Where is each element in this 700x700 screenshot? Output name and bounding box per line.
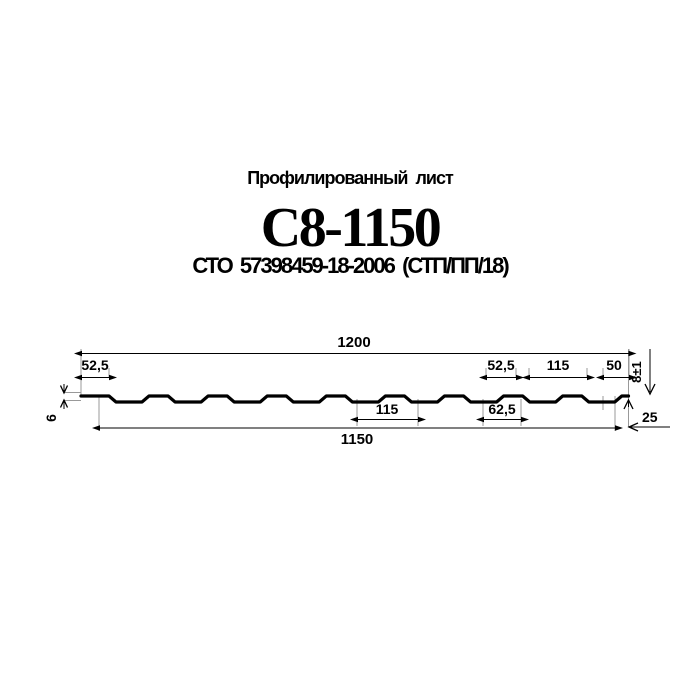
svg-text:50: 50 [606, 357, 622, 373]
svg-text:8±1: 8±1 [629, 361, 644, 383]
svg-text:6: 6 [43, 414, 59, 422]
svg-text:115: 115 [547, 357, 570, 373]
svg-text:1200: 1200 [337, 334, 370, 351]
svg-text:1150: 1150 [341, 431, 374, 448]
svg-text:52,5: 52,5 [81, 357, 108, 373]
svg-text:52,5: 52,5 [487, 357, 514, 373]
svg-text:25: 25 [642, 409, 658, 425]
